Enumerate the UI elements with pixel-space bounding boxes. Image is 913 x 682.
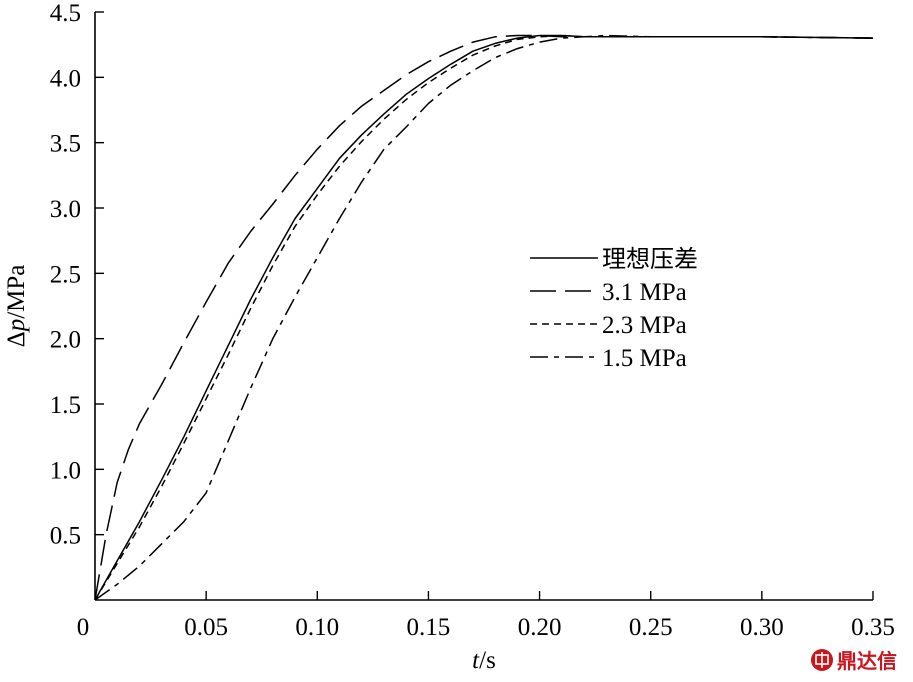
seal-icon <box>811 649 833 671</box>
series-line <box>94 34 874 601</box>
legend-label: 3.1 MPa <box>602 279 687 306</box>
y-tick-label: 0.5 <box>50 523 81 550</box>
x-axis-symbol: t <box>472 647 480 674</box>
x-tick-label: 0.35 <box>851 614 895 641</box>
y-tick-label: 1.0 <box>50 457 81 484</box>
origin-label: 0 <box>77 614 90 641</box>
y-tick-label: 2.5 <box>50 261 81 288</box>
x-tick-label: 0.10 <box>295 614 339 641</box>
x-tick-label: 0.20 <box>518 614 562 641</box>
watermark-text: 鼎达信 <box>837 649 897 673</box>
axes <box>94 12 873 601</box>
x-tick-label: 0.15 <box>407 614 451 641</box>
legend-label: 2.3 MPa <box>602 312 687 339</box>
series-line <box>94 34 874 601</box>
legend: 理想压差 3.1 MPa 2.3 MPa 1.5 MPa <box>530 245 698 372</box>
legend-label: 理想压差 <box>602 245 698 273</box>
legend-label: 1.5 MPa <box>602 345 687 372</box>
x-tick-label: 0.25 <box>629 614 673 641</box>
plot-lines <box>94 34 874 601</box>
y-axis-symbol: p <box>3 319 30 334</box>
y-ticks: 0.5 1.0 1.5 2.0 2.5 3.0 3.5 4.0 4.5 <box>50 0 104 550</box>
y-tick-label: 4.0 <box>50 65 81 92</box>
y-axis-unit: /MPa <box>3 265 30 319</box>
series-line <box>94 34 874 601</box>
x-ticks: 0.05 0.10 0.15 0.20 0.25 0.30 0.35 <box>184 591 895 641</box>
y-tick-label: 3.0 <box>50 196 81 223</box>
x-axis-unit: /s <box>479 647 496 674</box>
y-tick-label: 3.5 <box>50 131 81 158</box>
x-tick-label: 0.30 <box>740 614 784 641</box>
x-tick-label: 0.05 <box>184 614 228 641</box>
y-axis-title: Δp/MPa <box>3 265 30 348</box>
series-line <box>94 34 874 601</box>
y-tick-label: 2.0 <box>50 327 81 354</box>
watermark: 鼎达信 <box>811 649 897 673</box>
y-axis-prefix: Δ <box>3 331 30 347</box>
y-tick-label: 1.5 <box>50 392 81 419</box>
x-axis-title: t/s <box>472 647 496 674</box>
y-tick-label: 4.5 <box>50 0 81 27</box>
